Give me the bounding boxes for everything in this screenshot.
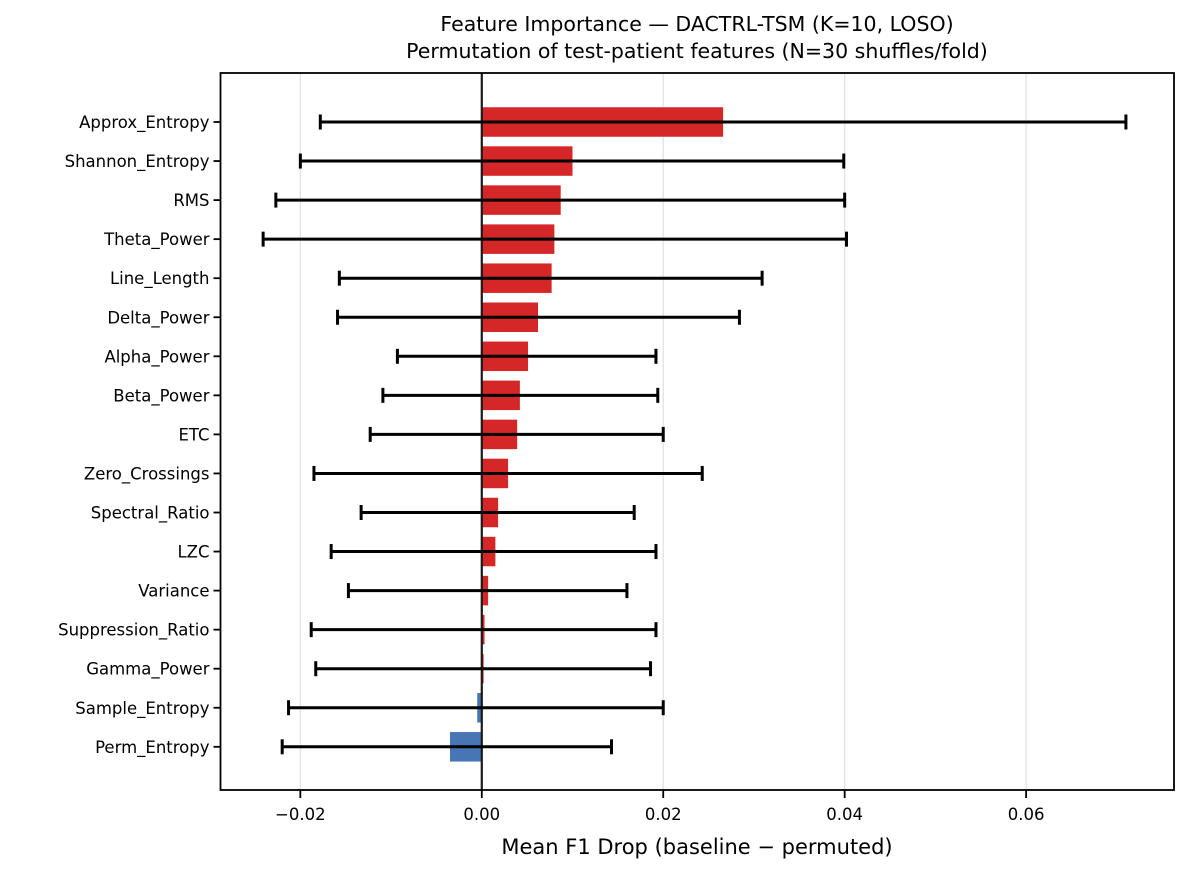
axes-background <box>220 73 1174 790</box>
x-tick-label: 0.02 <box>645 805 682 824</box>
y-tick-label-Approx_Entropy: Approx_Entropy <box>79 113 210 133</box>
y-tick-label-Delta_Power: Delta_Power <box>107 308 209 328</box>
y-tick-label-Line_Length: Line_Length <box>110 269 210 289</box>
x-tick-label: 0.04 <box>826 805 863 824</box>
x-axis-label: Mean F1 Drop (baseline − permuted) <box>501 835 892 859</box>
y-tick-label-Beta_Power: Beta_Power <box>113 386 209 406</box>
plot-area: −0.02 0.00 0.02 0.04 0.06 Approx_Entropy Shann… <box>58 72 1175 824</box>
x-tick-label: 0.06 <box>1008 805 1045 824</box>
y-tick-label-Sample_Entropy: Sample_Entropy <box>75 699 209 719</box>
chart-subtitle: Permutation of test-patient features (N=… <box>406 39 988 63</box>
y-tick-label-Suppression_Ratio: Suppression_Ratio <box>58 621 209 641</box>
y-tick-label-ETC: ETC <box>178 425 209 444</box>
y-tick-label-Variance: Variance <box>138 582 209 601</box>
y-tick-label-Alpha_Power: Alpha_Power <box>104 347 209 367</box>
chart-title: Feature Importance — DACTRL-TSM (K=10, L… <box>440 12 953 36</box>
x-tick-label: −0.02 <box>275 805 326 824</box>
x-tick-label: 0.00 <box>463 805 500 824</box>
y-tick-label-RMS: RMS <box>173 191 209 210</box>
y-tick-label-Gamma_Power: Gamma_Power <box>86 660 210 680</box>
y-tick-label-Perm_Entropy: Perm_Entropy <box>95 738 210 758</box>
y-tick-label-Shannon_Entropy: Shannon_Entropy <box>65 152 210 172</box>
y-tick-label-Spectral_Ratio: Spectral_Ratio <box>91 504 210 524</box>
plot-border <box>219 72 1175 791</box>
y-tick-label-Theta_Power: Theta_Power <box>103 230 210 250</box>
y-tick-label-LZC: LZC <box>177 543 209 562</box>
y-tick-label-Zero_Crossings: Zero_Crossings <box>84 464 210 484</box>
